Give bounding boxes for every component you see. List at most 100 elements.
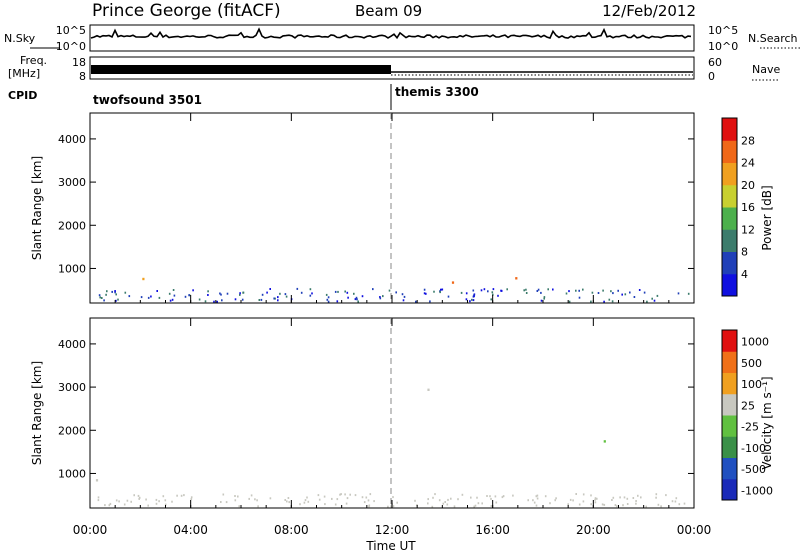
colorbar-segment xyxy=(722,273,737,297)
echo-cell xyxy=(476,496,478,499)
colorbar-segment xyxy=(722,415,737,437)
echo-cell xyxy=(142,277,145,281)
echo-cell xyxy=(198,298,201,301)
echo-cell xyxy=(137,494,140,497)
beam-title: Beam 09 xyxy=(355,2,422,20)
echo-cell xyxy=(444,501,446,503)
echo-cell xyxy=(353,292,355,295)
colorbar-tick-label: -25 xyxy=(741,421,759,434)
y-tick-label: 4000 xyxy=(58,338,86,351)
echo-cell xyxy=(597,292,600,294)
colorbar-tick-label: -100 xyxy=(741,442,766,455)
echo-cell xyxy=(248,497,250,500)
echo-cell xyxy=(347,296,349,299)
echo-cell xyxy=(423,292,426,295)
echo-cell xyxy=(614,504,617,507)
echo-cell xyxy=(535,495,538,498)
colorbar-segment xyxy=(722,162,737,186)
echo-cell xyxy=(123,503,126,506)
echo-cell xyxy=(622,504,624,507)
colorbar-segment xyxy=(722,140,737,163)
echo-cell xyxy=(572,499,574,502)
echo-cell xyxy=(346,291,349,294)
echo-cell xyxy=(317,494,320,497)
echo-cell xyxy=(612,496,615,499)
echo-cell xyxy=(440,288,442,291)
echo-cell xyxy=(469,300,471,303)
echo-cell xyxy=(171,298,174,301)
echo-cell xyxy=(491,291,494,294)
echo-cell xyxy=(239,292,241,295)
echo-cell xyxy=(296,287,299,290)
echo-cell xyxy=(303,501,306,504)
echo-cell xyxy=(543,296,546,299)
x-tick-label: 12:00 xyxy=(375,523,410,537)
echo-cell xyxy=(192,289,194,292)
colorbar-tick-label: 12 xyxy=(741,223,755,236)
echo-cell xyxy=(334,503,337,506)
colorbar-tick-label: 1000 xyxy=(741,336,769,349)
echo-cell xyxy=(432,496,434,499)
echo-cell xyxy=(345,502,348,505)
echo-cell xyxy=(646,300,648,303)
echo-cell xyxy=(552,288,554,291)
echo-cell xyxy=(164,499,167,502)
echo-cell xyxy=(367,499,370,502)
echo-cell xyxy=(678,503,681,506)
echo-cell xyxy=(234,499,237,502)
x-tick-label: 08:00 xyxy=(274,523,309,537)
echo-cell xyxy=(657,503,660,506)
date-title: 12/Feb/2012 xyxy=(602,2,696,20)
echo-cell xyxy=(674,500,677,503)
echo-cell xyxy=(304,499,307,502)
colorbar-tick-label: 500 xyxy=(741,357,762,370)
echo-cell xyxy=(279,292,281,295)
echo-cell xyxy=(554,499,556,502)
echo-cell xyxy=(190,496,193,499)
nsky-label: N.Sky xyxy=(4,32,36,45)
echo-cell xyxy=(361,295,364,298)
echo-cell xyxy=(106,290,108,293)
echo-cell xyxy=(269,288,271,290)
echo-cell xyxy=(596,497,598,500)
echo-cell xyxy=(645,505,647,508)
echo-cell xyxy=(188,294,190,297)
echo-cell xyxy=(414,499,416,502)
echo-cell xyxy=(582,288,584,291)
echo-cell xyxy=(101,297,103,299)
y-tick-label: 3000 xyxy=(58,381,86,394)
echo-cell xyxy=(277,296,279,299)
echo-cell xyxy=(447,498,449,501)
colorbar-tick-label: -500 xyxy=(741,463,766,476)
echo-cell xyxy=(284,293,287,296)
echo-cell xyxy=(354,298,357,301)
echo-cell xyxy=(221,299,223,302)
power-x-ticks xyxy=(89,113,695,303)
echo-cell xyxy=(591,291,594,294)
echo-cell xyxy=(388,289,391,292)
echo-cell xyxy=(582,493,585,496)
echo-cell xyxy=(569,498,572,501)
colorbar-segment xyxy=(722,393,737,416)
echo-cell xyxy=(535,504,538,507)
echo-cell xyxy=(425,292,427,295)
echo-cell xyxy=(523,289,525,292)
echo-cell xyxy=(225,501,228,504)
echo-cell xyxy=(372,288,374,291)
echo-cell xyxy=(324,503,326,506)
echo-cell xyxy=(465,298,468,301)
cpid-row: CPID twofsound 3501 themis 3300 xyxy=(8,84,479,110)
nave-tick-top: 60 xyxy=(708,56,722,69)
echo-cell xyxy=(115,499,118,502)
velocity-panel: 1000 2000 3000 4000 00:00 04:00 08:00 12:00 16:… xyxy=(30,317,774,553)
cpid-label: CPID xyxy=(8,89,37,102)
echo-cell xyxy=(373,500,375,503)
colorbar-tick-label: 24 xyxy=(741,157,755,170)
echo-cell xyxy=(369,493,372,496)
freq-label-2: [MHz] xyxy=(8,67,40,80)
echo-cell xyxy=(473,295,475,298)
echo-cell xyxy=(492,288,495,291)
echo-cell xyxy=(365,496,368,499)
echo-cell xyxy=(472,299,475,302)
echo-cell xyxy=(242,291,245,294)
